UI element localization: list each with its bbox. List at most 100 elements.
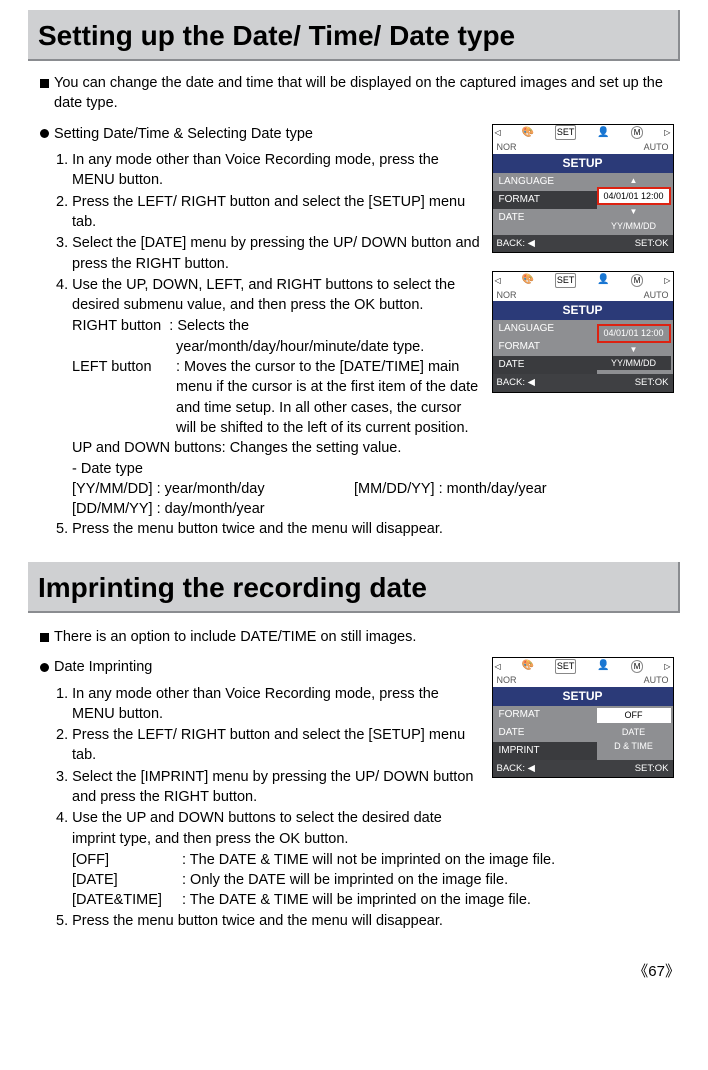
r-label: RIGHT button	[72, 318, 161, 334]
red-highlight-1: 04/01/01 12:00	[597, 187, 671, 206]
dt-dd: [DD/MM/YY] : day/month/year	[72, 499, 265, 519]
steps-list-1: 1. In any mode other than Voice Recordin…	[56, 150, 485, 315]
date-type-list: [YY/MM/DD] : year/month/day [MM/DD/YY] :…	[72, 479, 680, 520]
lcd-top-icons: ◁ 🎨 SET 👤 M ▷	[493, 125, 673, 141]
opt-datetime-label: [DATE&TIME]	[72, 890, 182, 910]
right-arrow-icon: ▷	[664, 275, 670, 286]
menu-rows-2: LANGUAGE FORMAT DATE 04/01/01 12:00 ▼ YY…	[493, 320, 673, 374]
setup-tab-icon: SET	[555, 273, 577, 288]
lcd-sub-bar-2: NOR AUTO	[493, 288, 673, 301]
right-arrow-icon: ▷	[664, 661, 670, 672]
square-bullet-icon	[40, 633, 49, 642]
ud-buttons: UP and DOWN buttons: Changes the setting…	[72, 438, 485, 458]
lcd-auto: AUTO	[644, 289, 669, 302]
opt-date-text: : Only the DATE will be imprinted on the…	[182, 872, 508, 888]
menu-item-format-2: FORMAT	[493, 338, 597, 356]
sec1-lead-text: Setting Date/Time & Selecting Date type	[54, 126, 313, 142]
datetime-value-2: 04/01/01 12:00	[599, 326, 669, 341]
down-arrow-icon: ▼	[597, 206, 671, 217]
square-bullet-icon	[40, 79, 49, 88]
menu-right-2: 04/01/01 12:00 ▼ YY/MM/DD	[597, 320, 673, 374]
steps-list-1b: 5. Press the menu button twice and the m…	[56, 519, 680, 539]
opt-date-label: [DATE]	[72, 870, 182, 890]
menu-item-language-2: LANGUAGE	[493, 320, 597, 338]
right-arrow-icon: ▷	[664, 127, 670, 138]
section-lead-2: Date Imprinting	[40, 657, 485, 677]
sec2-lead-text: Date Imprinting	[54, 659, 152, 675]
lcd-nor: NOR	[497, 289, 517, 302]
lcd-body-1: SETUP LANGUAGE FORMAT DATE ▲ 04/01/01 12…	[493, 154, 673, 253]
menu-rows-1: LANGUAGE FORMAT DATE ▲ 04/01/01 12:00 ▼ …	[493, 173, 673, 236]
down-arrow-icon: ▼	[597, 344, 671, 355]
opt-off-text: : The DATE & TIME will not be imprinted …	[182, 852, 555, 868]
lcd-auto: AUTO	[644, 674, 669, 687]
lcd-screen-3: ◁ 🎨 SET 👤 M ▷ NOR AUTO SETUP FORMAT DATE…	[492, 657, 674, 778]
person-icon: 👤	[597, 659, 609, 673]
setup-tab-icon: SET	[555, 125, 577, 140]
steps-list-2b: 5. Press the menu button twice and the m…	[56, 911, 680, 931]
setok-label: SET:OK	[635, 237, 669, 250]
menu-item-format-sel: FORMAT	[493, 191, 597, 209]
palette-icon: 🎨	[522, 126, 534, 140]
back-label: BACK: ◀	[497, 237, 535, 250]
r-text-b: year/month/day/hour/minute/date type.	[176, 337, 485, 357]
menu-item-imprint-sel: IMPRINT	[493, 742, 597, 760]
dot-bullet-icon	[40, 663, 49, 672]
lcd-body-3: SETUP FORMAT DATE IMPRINT OFF DATE D & T…	[493, 687, 673, 777]
palette-icon: 🎨	[522, 659, 534, 673]
person-icon: 👤	[597, 273, 609, 287]
lcd-top-icons-3: ◁ 🎨 SET 👤 M ▷	[493, 658, 673, 674]
left-arrow-icon: ◁	[495, 275, 501, 286]
step-2-3: 3. Select the [IMPRINT] menu by pressing…	[56, 767, 485, 808]
lcd-auto: AUTO	[644, 141, 669, 154]
step-1-2: 2. Press the LEFT/ RIGHT button and sele…	[56, 192, 485, 233]
opt-off-label: [OFF]	[72, 850, 182, 870]
format-value-1: YY/MM/DD	[597, 219, 671, 234]
lcd-screen-1: ◁ 🎨 SET 👤 M ▷ NOR AUTO SETUP LANGUAGE FO…	[492, 124, 674, 254]
menu-left-2: LANGUAGE FORMAT DATE	[493, 320, 597, 374]
opt-datetime-text: : The DATE & TIME will be imprinted on t…	[182, 892, 531, 908]
right-button-line: RIGHT button : Selects the	[72, 316, 485, 336]
val-off: OFF	[597, 708, 671, 723]
page-number-value: 67	[648, 963, 665, 980]
format-value-2-sel: YY/MM/DD	[597, 356, 671, 371]
step-1-3: 3. Select the [DATE] menu by pressing th…	[56, 233, 485, 274]
lcd-foot-3: BACK: ◀ SET:OK	[493, 760, 673, 777]
red-highlight-2: 04/01/01 12:00	[597, 324, 671, 343]
lcd-foot-2: BACK: ◀ SET:OK	[493, 374, 673, 391]
intro-1-text: You can change the date and time that wi…	[54, 75, 663, 111]
dt-yy: [YY/MM/DD] : year/month/day	[72, 479, 350, 499]
left-arrow-icon: ◁	[495, 127, 501, 138]
r-text-a: : Selects the	[169, 318, 249, 334]
back-label: BACK: ◀	[497, 376, 535, 389]
datetime-value-1: 04/01/01 12:00	[599, 189, 669, 204]
left-button-block: LEFT button : Moves the cursor to the [D…	[72, 357, 485, 438]
menu-left-3: FORMAT DATE IMPRINT	[493, 706, 597, 760]
step-1-4: 4. Use the UP, DOWN, LEFT, and RIGHT but…	[56, 275, 485, 316]
intro-1: You can change the date and time that wi…	[40, 73, 680, 114]
lcd-top-icons-2: ◁ 🎨 SET 👤 M ▷	[493, 272, 673, 288]
l-label: LEFT button	[72, 357, 176, 438]
intro-2-text: There is an option to include DATE/TIME …	[54, 629, 416, 645]
menu-right-3: OFF DATE D & TIME	[597, 706, 673, 760]
setok-label: SET:OK	[635, 762, 669, 775]
steps-list-2: 1. In any mode other than Voice Recordin…	[56, 684, 485, 849]
step-1-1: 1. In any mode other than Voice Recordin…	[56, 150, 485, 191]
mode-icon: M	[631, 126, 644, 139]
step-2-2: 2. Press the LEFT/ RIGHT button and sele…	[56, 725, 485, 766]
page-title-1: Setting up the Date/ Time/ Date type	[28, 10, 680, 61]
dt-mm: [MM/DD/YY] : month/day/year	[354, 479, 547, 499]
lcd-screen-2: ◁ 🎨 SET 👤 M ▷ NOR AUTO SETUP LANGUAGE FO…	[492, 271, 674, 392]
val-date: DATE	[597, 725, 671, 740]
l-text: : Moves the cursor to the [DATE/TIME] ma…	[176, 357, 485, 438]
palette-icon: 🎨	[522, 273, 534, 287]
section-lead-1: Setting Date/Time & Selecting Date type	[40, 124, 485, 144]
menu-left-1: LANGUAGE FORMAT DATE	[493, 173, 597, 236]
step-2-4: 4. Use the UP and DOWN buttons to select…	[56, 808, 485, 849]
menu-item-format-3: FORMAT	[493, 706, 597, 724]
menu-item-date: DATE	[493, 209, 597, 227]
up-arrow-icon: ▲	[597, 175, 671, 186]
option-descriptions: [OFF]: The DATE & TIME will not be impri…	[28, 850, 680, 911]
mode-icon: M	[631, 274, 644, 287]
lcd-sub-bar: NOR AUTO	[493, 141, 673, 154]
